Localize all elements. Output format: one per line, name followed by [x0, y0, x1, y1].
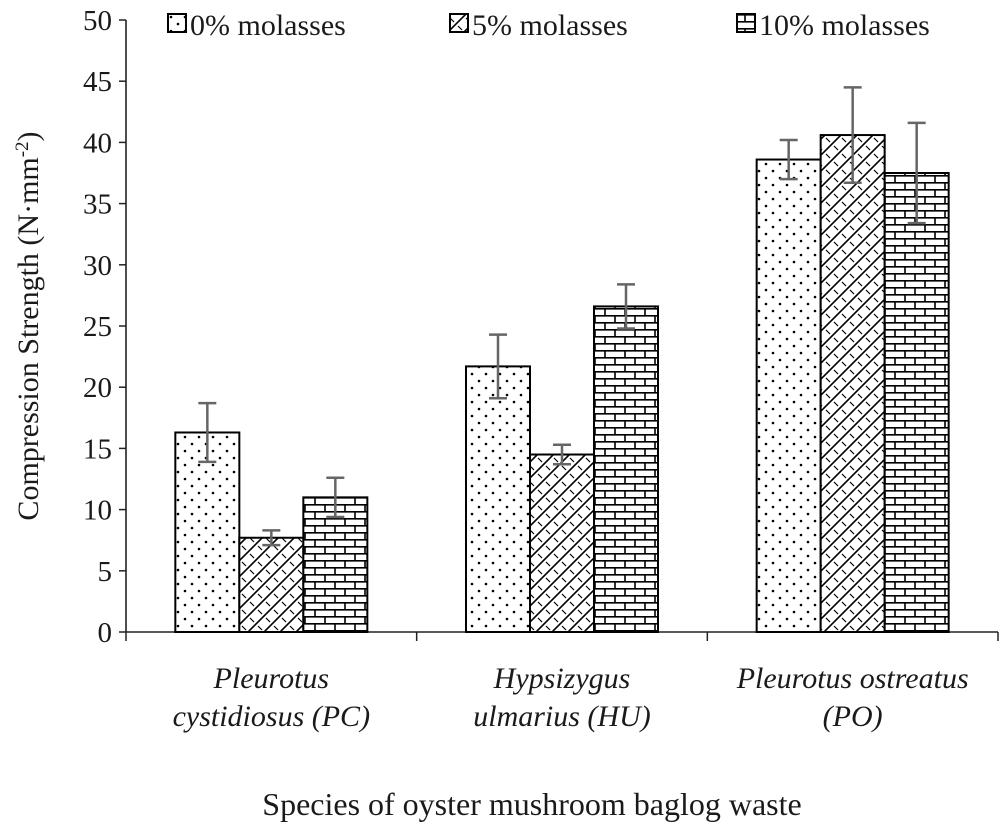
y-tick-label: 25 — [83, 311, 112, 343]
y-tick-label: 35 — [83, 189, 112, 221]
legend-label: 5% molasses — [472, 9, 628, 42]
y-tick-label: 20 — [83, 372, 112, 404]
y-tick-label: 40 — [83, 127, 112, 159]
x-category-label: Hypsizygus ulmarius (HU) — [473, 662, 651, 733]
y-tick-label: 0 — [98, 617, 113, 649]
bar-10-molasses — [883, 172, 950, 633]
bar-0-molasses — [755, 158, 822, 633]
y-axis-title: Compression Strength (N·mm-2) — [12, 131, 46, 520]
legend-item: 5% molasses — [449, 9, 628, 42]
y-tick-label: 30 — [83, 250, 112, 282]
bars — [174, 134, 950, 634]
y-tick-label: 5 — [98, 556, 113, 588]
legend-swatch — [449, 13, 469, 33]
legend-item: 0% molasses — [167, 9, 346, 42]
legend-swatch — [736, 13, 756, 33]
bar-10-molasses — [593, 305, 659, 633]
x-category-label: Pleurotus ostreatus (PO) — [736, 662, 969, 733]
y-tick-label: 15 — [83, 433, 112, 465]
bar-5-molasses — [238, 536, 305, 634]
legend: 0% molasses 5% molasses 10% molasses — [167, 9, 930, 42]
x-category-labels: Pleurotus cystidiosus (PC) Hypsizygus ulmar… — [125, 632, 999, 733]
bar-5-molasses — [819, 134, 886, 633]
y-tick-label: 45 — [83, 66, 112, 98]
x-category-label: Pleurotus cystidiosus (PC) — [173, 662, 370, 733]
legend-label: 0% molasses — [190, 9, 346, 42]
bar-10-molasses — [302, 496, 369, 633]
y-ticks: 0 5 10 15 20 25 30 35 40 45 50 — [83, 5, 126, 649]
legend-item: 10% molasses — [736, 9, 930, 42]
bar-0-molasses — [465, 365, 531, 633]
x-axis-title: Species of oyster mushroom baglog waste — [262, 786, 801, 822]
bar-0-molasses — [174, 431, 241, 633]
legend-label: 10% molasses — [759, 9, 930, 42]
y-tick-label: 10 — [83, 495, 112, 527]
legend-swatch — [167, 13, 187, 33]
error-bars — [198, 86, 926, 547]
bar-5-molasses — [529, 453, 595, 633]
y-tick-label: 50 — [83, 5, 112, 37]
